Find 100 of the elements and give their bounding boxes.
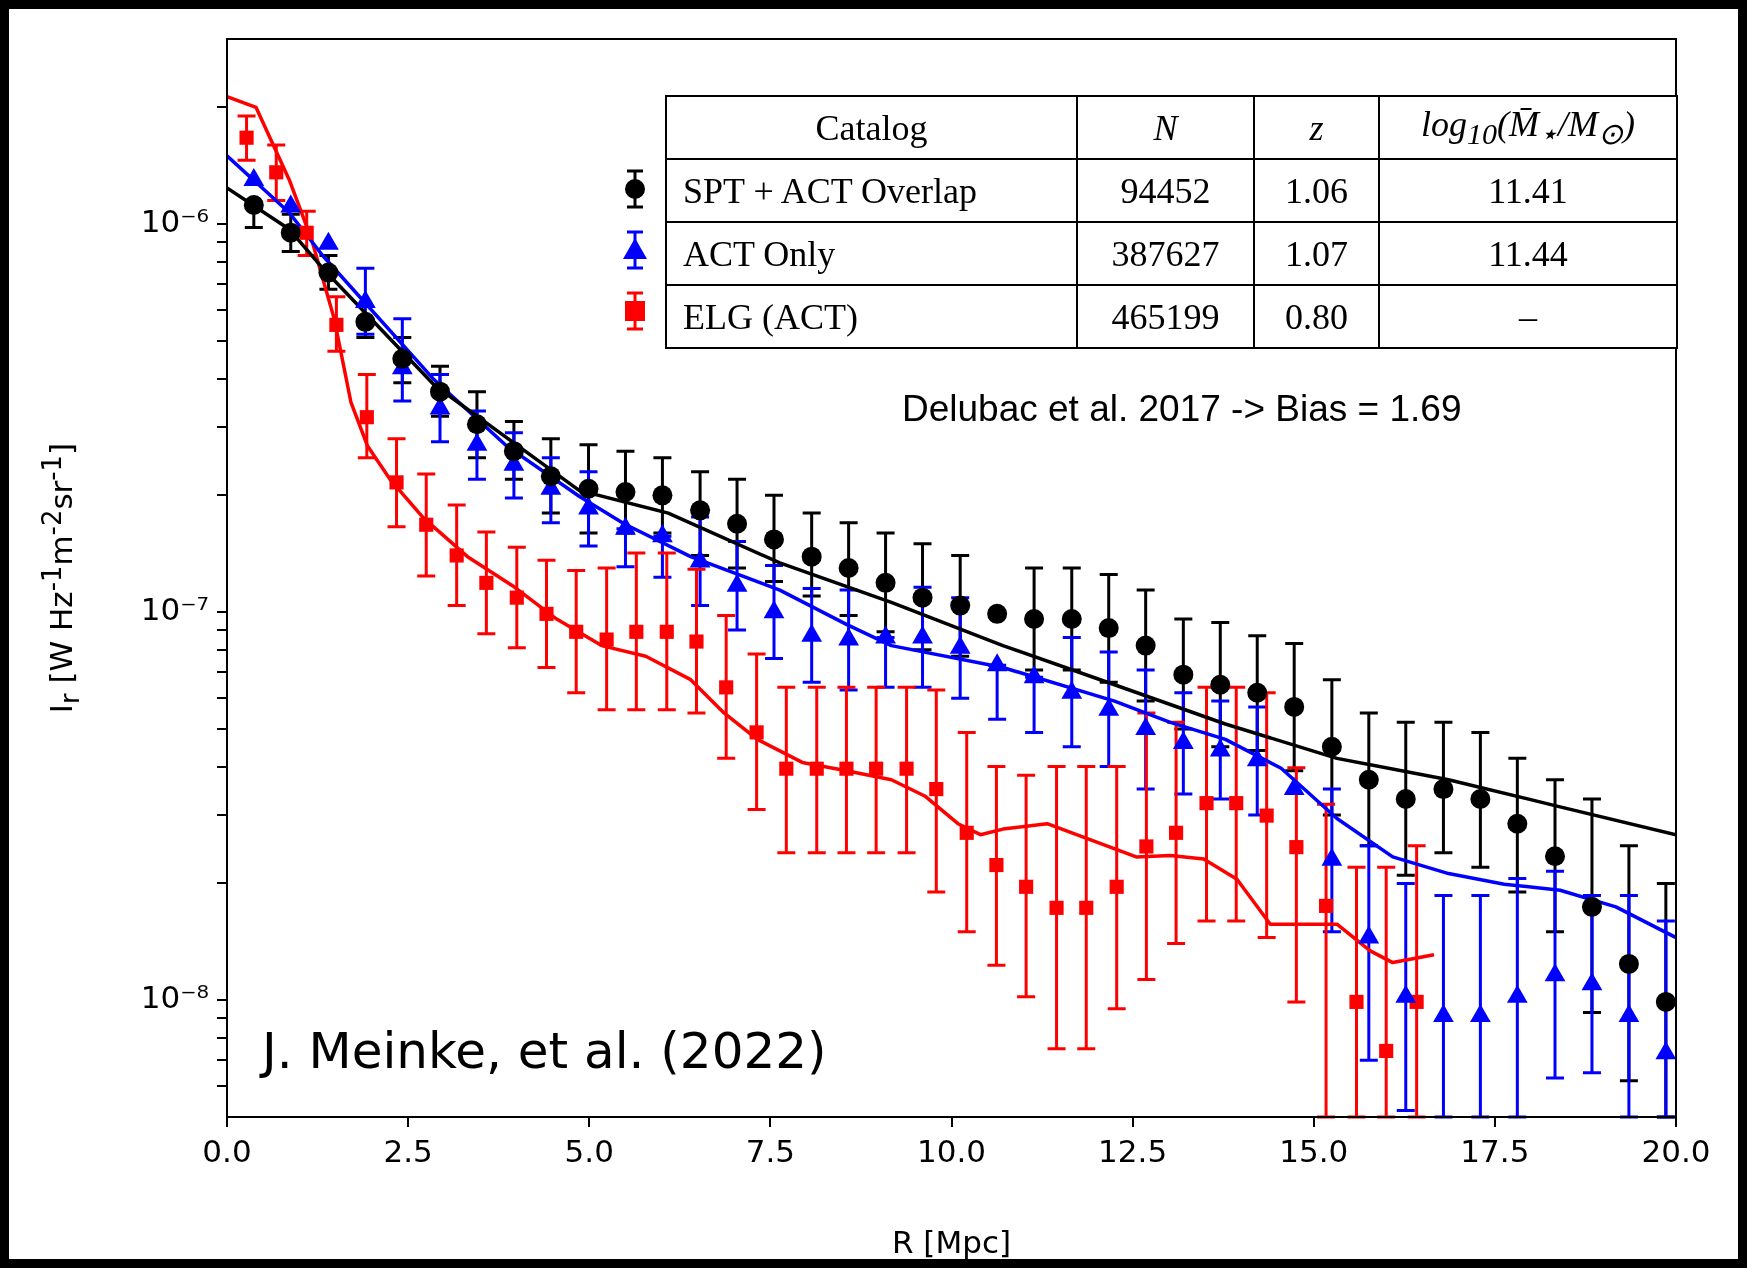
point [1210,674,1231,695]
point [1079,900,1094,915]
point [1470,788,1491,809]
annotation: Catalog [666,96,1077,159]
x-tick-label: 5.0 [564,1132,614,1169]
x-tick-label: 20.0 [1641,1132,1711,1169]
point [1135,635,1156,656]
y-tick-label: 10⁻⁸ [140,979,209,1016]
annotation: 387627 [1077,222,1254,285]
point [809,761,824,776]
point [329,317,344,332]
point [659,624,674,639]
point [899,761,914,776]
x-tick-label: 17.5 [1460,1132,1530,1169]
x-tick-label: 2.5 [383,1132,433,1169]
annotation: 465199 [1077,285,1254,348]
point [912,587,933,608]
annotation: z [1254,96,1379,159]
point [719,680,734,695]
point [1169,825,1184,840]
y-tick-label: 10⁻⁷ [140,591,209,628]
point [727,513,748,534]
point [1507,813,1528,834]
point [959,825,974,840]
annotation: log$_{10}$(M̄$_{⋆}$/M$_{⊙}$) [1379,96,1677,159]
point [449,548,464,563]
point [540,466,561,487]
point [569,624,584,639]
point [1319,898,1334,913]
point [875,572,896,593]
point [1061,609,1082,630]
point [1433,779,1454,800]
point [1049,900,1064,915]
point [509,590,524,605]
annotation: – [1379,285,1677,348]
point [1289,840,1304,855]
point [1109,879,1124,894]
x-tick-label: 15.0 [1279,1132,1349,1169]
point [1321,736,1342,757]
point [1349,994,1364,1009]
point [1395,788,1416,809]
point [652,485,673,506]
point [1173,664,1194,685]
point [359,410,374,425]
point [1581,896,1602,917]
point [466,414,487,435]
point [269,165,284,180]
annotation: 1.07 [1254,222,1379,285]
annotation: 11.44 [1379,222,1677,285]
point [479,575,494,590]
point [987,603,1008,624]
point [1358,769,1379,790]
legend-label: ELG (ACT) [666,285,1077,348]
point [689,634,704,649]
point [430,381,450,402]
annotation: 0.80 [1254,285,1379,348]
point [1545,846,1566,867]
point [1019,879,1034,894]
point [389,475,404,490]
point [243,195,264,216]
point [392,348,413,369]
x-tick-label: 0.0 [202,1132,252,1169]
point [578,478,599,499]
point [690,500,711,521]
point [539,606,554,621]
point [869,761,884,776]
point [1139,839,1154,854]
point [1259,808,1274,823]
x-axis-title: R [Mpc] [891,1224,1012,1261]
point [839,761,854,776]
point [280,222,301,243]
x-tick-label: 10.0 [916,1132,987,1169]
annotation: Delubac et al. 2017 -> Bias = 1.69 [902,388,1462,430]
point [239,130,254,145]
point [1229,796,1244,811]
point [503,441,524,462]
point [779,761,794,776]
x-tick-label: 7.5 [745,1132,796,1169]
point [1618,953,1639,974]
legend-label: ACT Only [666,222,1077,285]
point [1199,796,1214,811]
x-tick-label: 12.5 [1098,1132,1168,1169]
annotation: 11.41 [1379,159,1677,222]
point [1098,618,1119,639]
legend-label: SPT + ACT Overlap [666,159,1077,222]
point [299,225,314,240]
point [318,262,339,283]
point [419,517,434,532]
point [929,782,944,797]
point [629,624,644,639]
point [355,311,376,332]
point [801,546,822,567]
point [1247,682,1268,703]
annotation: 1.06 [1254,159,1379,222]
point [599,632,614,647]
point [764,529,784,550]
point [615,482,636,503]
point [1655,991,1676,1012]
point [950,595,971,616]
point [838,557,859,578]
